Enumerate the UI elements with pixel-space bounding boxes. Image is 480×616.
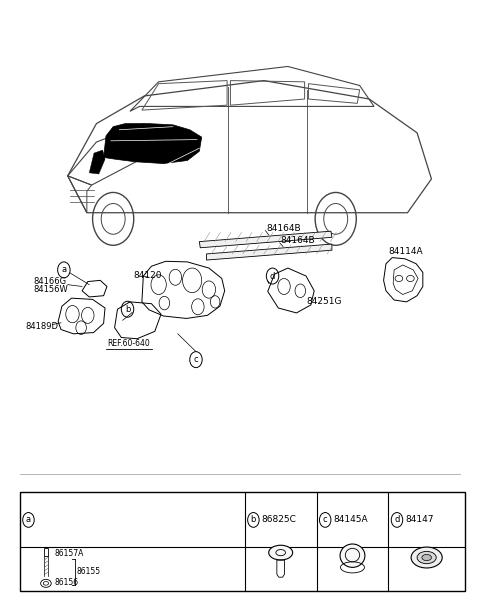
Text: 84166G: 84166G (33, 277, 66, 286)
Text: 84251G: 84251G (306, 298, 342, 306)
Text: REF.60-640: REF.60-640 (108, 339, 150, 348)
Ellipse shape (411, 547, 442, 568)
Text: 84114A: 84114A (388, 247, 423, 256)
Polygon shape (104, 124, 202, 164)
Text: 84145A: 84145A (333, 516, 368, 524)
Ellipse shape (417, 551, 436, 564)
Text: 84156W: 84156W (33, 285, 68, 294)
Text: 86156: 86156 (54, 578, 78, 586)
Text: d: d (270, 272, 275, 280)
Text: 86825C: 86825C (262, 516, 297, 524)
Text: a: a (61, 265, 66, 274)
Text: d: d (394, 516, 400, 524)
Text: c: c (193, 355, 198, 364)
Text: a: a (26, 516, 31, 524)
Polygon shape (206, 244, 332, 260)
Text: 84147: 84147 (405, 516, 433, 524)
Polygon shape (89, 150, 105, 174)
Text: 86155: 86155 (77, 567, 101, 576)
Text: b: b (125, 305, 130, 314)
Text: 84164B: 84164B (266, 224, 301, 233)
Text: 84189D: 84189D (25, 322, 59, 331)
Text: 84164B: 84164B (281, 236, 315, 245)
Polygon shape (199, 231, 332, 248)
Ellipse shape (269, 545, 293, 560)
Ellipse shape (340, 544, 365, 567)
Text: b: b (251, 516, 256, 524)
Text: 86157A: 86157A (54, 549, 84, 558)
Text: 84120: 84120 (134, 271, 162, 280)
Text: c: c (323, 516, 327, 524)
Ellipse shape (422, 554, 432, 561)
